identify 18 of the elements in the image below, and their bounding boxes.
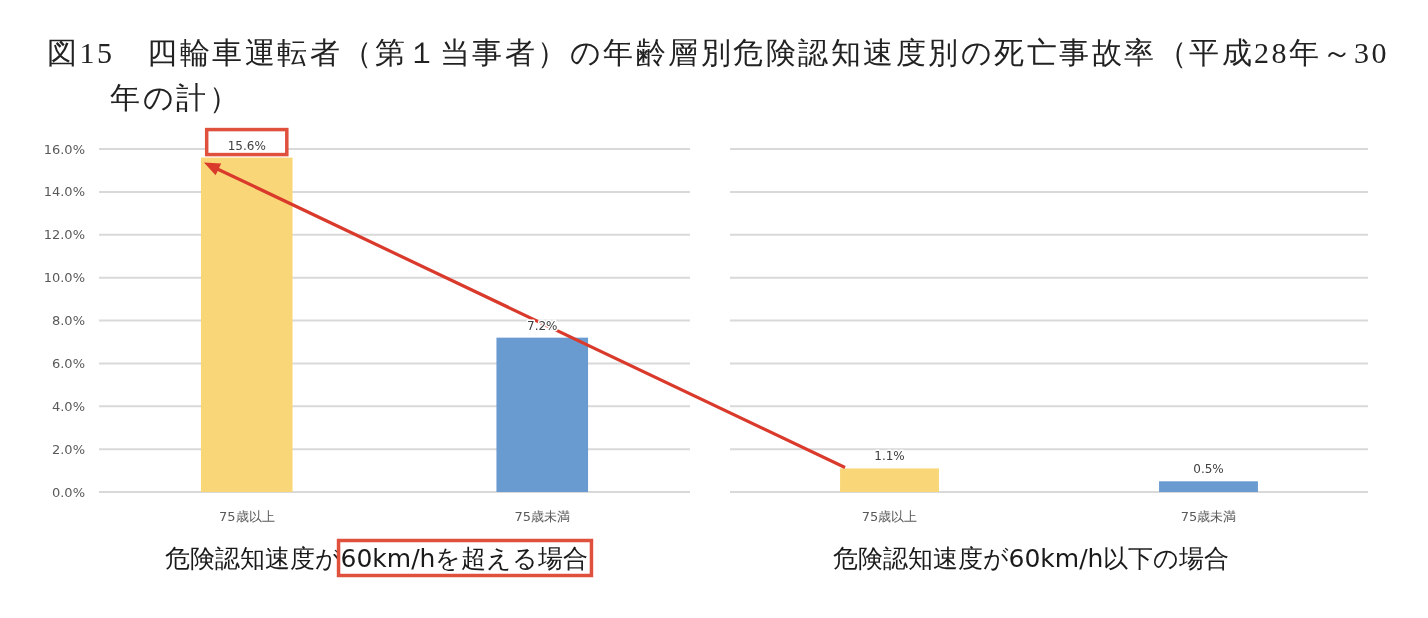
chart-title: 図15 四輪車運転者（第１当事者）の年齢層別危険認知速度別の死亡事故率（平成28年～30年の計） xyxy=(47,35,1389,114)
x-tick-label: 75歳以上 xyxy=(861,508,918,524)
y-tick-label: 14.0% xyxy=(43,184,85,200)
data-label: 0.5% xyxy=(1193,462,1224,477)
y-tick-label: 10.0% xyxy=(43,270,85,286)
y-tick-label: 6.0% xyxy=(51,355,85,371)
x-axis-title: 危険認知速度が60km/h以下の場合 xyxy=(832,543,1230,573)
y-tick-label: 2.0% xyxy=(51,441,85,457)
y-tick-label: 16.0% xyxy=(43,141,85,157)
data-label: 15.6% xyxy=(227,138,266,153)
y-tick-label: 8.0% xyxy=(51,313,85,328)
x-tick-label: 75歳以上 xyxy=(218,508,275,524)
y-tick-label: 4.0% xyxy=(51,398,85,414)
data-label: 1.1% xyxy=(874,449,905,464)
y-tick-label: 0.0% xyxy=(51,484,85,500)
x-tick-label: 75歳未満 xyxy=(1180,508,1237,524)
y-tick-label: 12.0% xyxy=(43,227,85,243)
x-tick-label: 75歳未満 xyxy=(514,508,571,524)
